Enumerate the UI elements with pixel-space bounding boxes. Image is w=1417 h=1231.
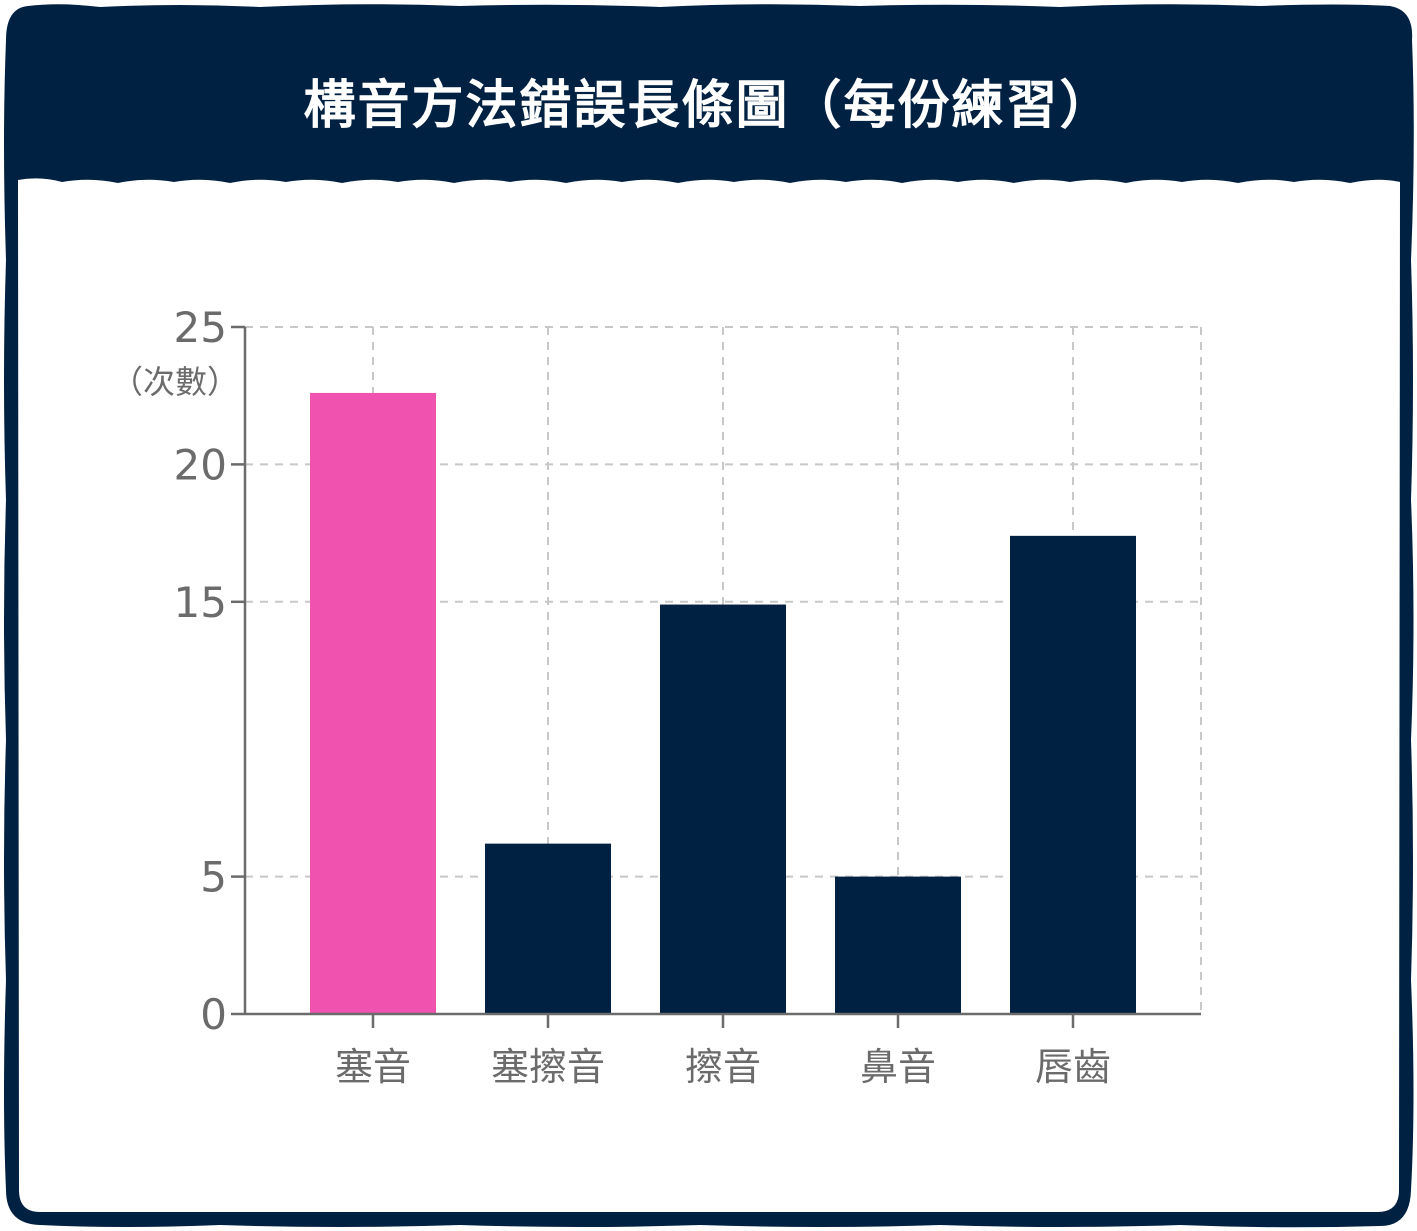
bar-1 <box>485 843 611 1014</box>
bar-layer <box>310 392 1136 1014</box>
bar-3 <box>835 876 961 1014</box>
bar-2 <box>660 604 786 1014</box>
bar-0 <box>310 392 436 1014</box>
x-tick-label-2: 擦音 <box>685 1045 761 1089</box>
y-tick-label-0: 0 <box>200 990 227 1039</box>
y-tick-label-3: 20 <box>174 440 227 489</box>
y-tick-label-2: 15 <box>174 578 227 627</box>
y-axis-label: （次數） <box>111 363 239 401</box>
y-tick-label-4: 25 <box>174 303 227 352</box>
bar-4 <box>1010 535 1136 1014</box>
x-tick-label-4: 唇齒 <box>1035 1045 1111 1089</box>
x-tick-label-0: 塞音 <box>335 1045 411 1089</box>
x-tick-label-3: 鼻音 <box>860 1045 936 1089</box>
x-tick-label-1: 塞擦音 <box>491 1045 605 1089</box>
y-tick-label-1: 5 <box>200 853 227 902</box>
chart-title: 構音方法錯誤長條圖（每份練習） <box>303 76 1114 136</box>
axis-layer: 0 5 15 20 25 塞音 塞擦音 擦音 鼻音 唇齒 <box>174 303 1201 1089</box>
